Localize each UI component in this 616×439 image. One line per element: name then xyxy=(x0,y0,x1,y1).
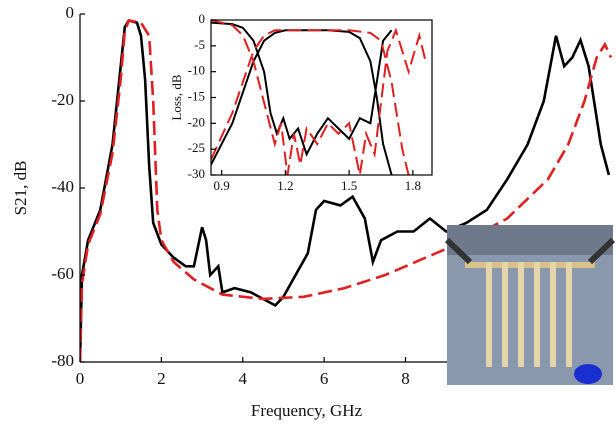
data-line xyxy=(211,21,393,157)
x-axis-label: Frequency, GHz xyxy=(251,401,363,420)
y-tick-label: 0 xyxy=(199,11,206,26)
resonator xyxy=(566,262,572,367)
resonator xyxy=(502,262,508,367)
y-tick-label: -30 xyxy=(188,166,205,181)
x-tick-label: 1.2 xyxy=(277,178,293,193)
x-tick-label: 8 xyxy=(401,369,410,388)
y-tick-label: -60 xyxy=(51,264,74,283)
x-tick-label: 0.9 xyxy=(214,178,230,193)
y-tick-label: -10 xyxy=(188,63,205,78)
x-tick-label: 0 xyxy=(76,369,85,388)
data-line xyxy=(80,19,613,362)
resonator xyxy=(486,262,492,367)
y-tick-label: -20 xyxy=(51,90,74,109)
x-tick-label: 4 xyxy=(238,369,247,388)
y-tick-label: -25 xyxy=(188,140,205,155)
y-tick-label: -80 xyxy=(51,351,74,370)
x-tick-label: 2 xyxy=(157,369,166,388)
data-line xyxy=(80,18,611,362)
resonator xyxy=(550,262,556,367)
y-axis-label: Loss, dB xyxy=(169,74,184,121)
data-line xyxy=(211,29,410,175)
data-line xyxy=(211,19,427,175)
probes xyxy=(444,237,616,265)
x-tick-label: 6 xyxy=(320,369,329,388)
resonator xyxy=(534,262,540,367)
y-tick-label: -40 xyxy=(51,177,74,196)
y-tick-label: -15 xyxy=(188,88,205,103)
feed-line xyxy=(465,262,595,268)
y-tick-label: 0 xyxy=(66,3,75,22)
inset-chart: 0.9 1.2 1.5 1.8 0 -5 -10 -15 -20 -25 -30 Loss, dB xyxy=(169,11,433,193)
y-tick-label: -5 xyxy=(194,37,205,52)
x-tick-label: 1.8 xyxy=(405,178,421,193)
blue-drop xyxy=(574,364,602,384)
resonator xyxy=(518,262,524,367)
y-axis-label: S21, dB xyxy=(11,161,30,216)
data-line xyxy=(211,29,393,175)
photo-shadow xyxy=(447,225,613,255)
device-photo xyxy=(444,225,616,385)
x-tick-label: 1.5 xyxy=(341,178,357,193)
y-tick-label: -20 xyxy=(188,114,205,129)
resonators xyxy=(486,262,572,367)
